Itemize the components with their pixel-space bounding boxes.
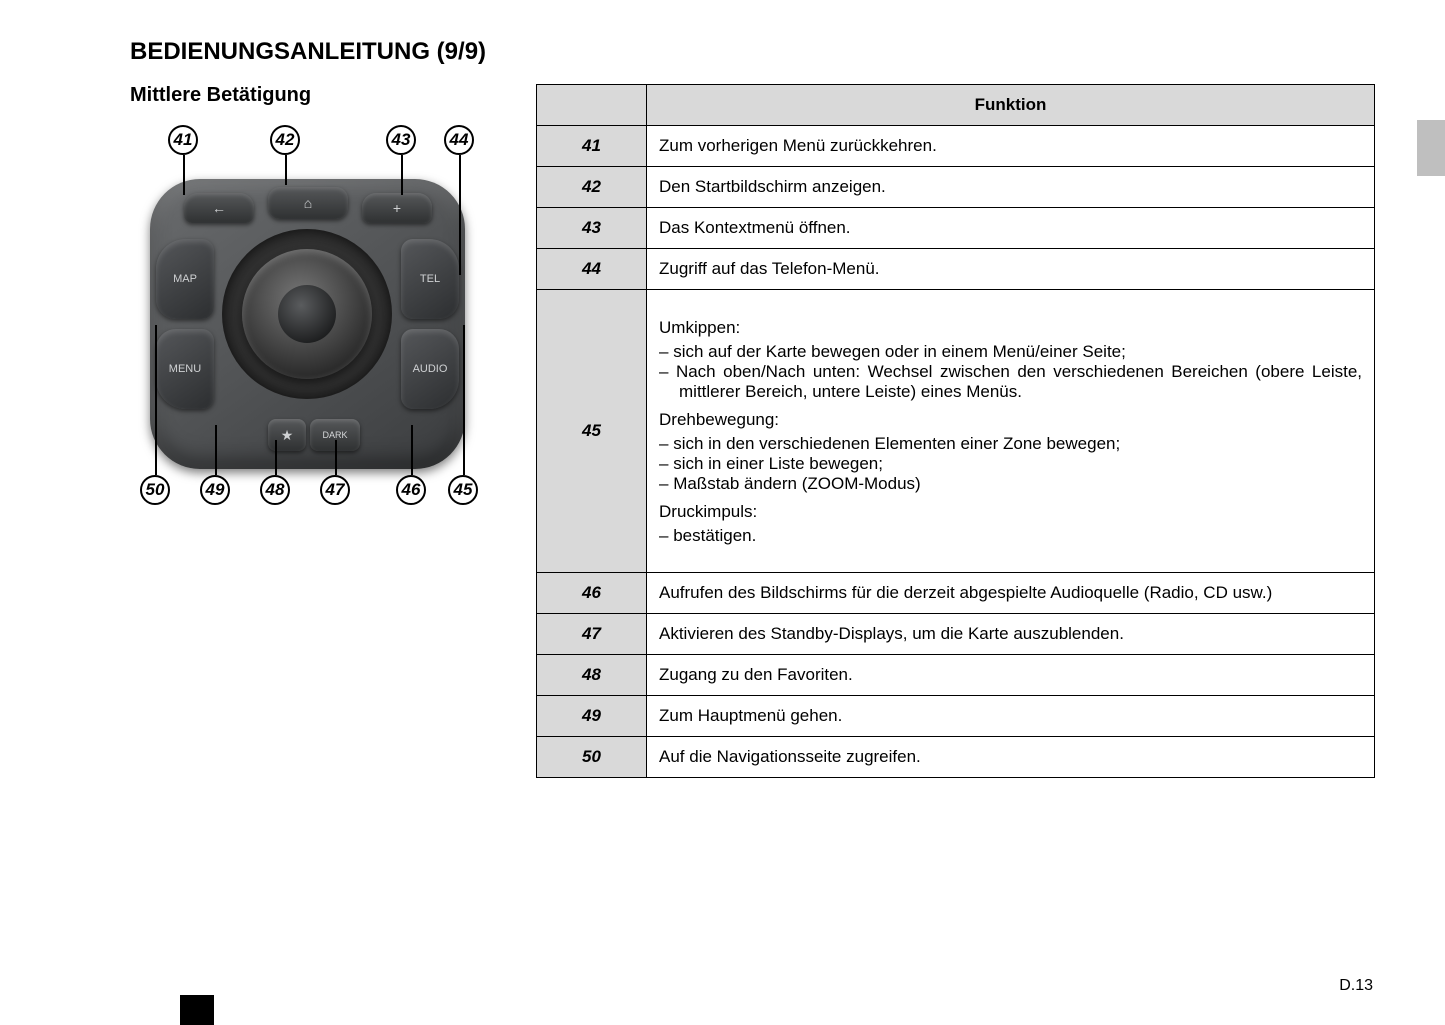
- table-row: 41Zum vorherigen Menü zurückkehren.: [537, 126, 1375, 167]
- callout-50: 50: [140, 475, 170, 505]
- leader: [463, 325, 465, 475]
- row-text: Aktivieren des Standby-Displays, um die …: [647, 614, 1375, 655]
- back-button: ←: [184, 193, 254, 223]
- row-index: 45: [537, 290, 647, 573]
- leader: [275, 440, 277, 475]
- leader: [285, 155, 287, 185]
- row-index: 41: [537, 126, 647, 167]
- callout-49: 49: [200, 475, 230, 505]
- row-text: Zum Hauptmenü gehen.: [647, 696, 1375, 737]
- favorites-button: ★: [268, 419, 306, 451]
- callout-43: 43: [386, 125, 416, 155]
- table-header-function: Funktion: [647, 85, 1375, 126]
- controller-diagram: 41 42 43 44 ← ⌂ + MAP MENU TEL AUDIO: [130, 125, 490, 505]
- row-index: 44: [537, 249, 647, 290]
- controller-body: ← ⌂ + MAP MENU TEL AUDIO ★ DARK: [150, 179, 465, 469]
- row-text: Auf die Navigationsseite zugreifen.: [647, 737, 1375, 778]
- callout-47: 47: [320, 475, 350, 505]
- leader: [401, 155, 403, 195]
- row-index: 49: [537, 696, 647, 737]
- row-text: Aufrufen des Bildschirms für die derzeit…: [647, 573, 1375, 614]
- row-text: Den Startbildschirm anzeigen.: [647, 167, 1375, 208]
- table-row: 46Aufrufen des Bildschirms für die derze…: [537, 573, 1375, 614]
- callout-46: 46: [396, 475, 426, 505]
- table-row: 43Das Kontextmenü öffnen.: [537, 208, 1375, 249]
- subtitle: Mittlere Betätigung: [130, 84, 500, 107]
- table-row: 47Aktivieren des Standby-Displays, um di…: [537, 614, 1375, 655]
- leader: [411, 425, 413, 475]
- table-row: 48Zugang zu den Favoriten.: [537, 655, 1375, 696]
- table-header-blank: [537, 85, 647, 126]
- row-text: Umkippen:sich auf der Karte bewegen oder…: [647, 290, 1375, 573]
- menu-button: MENU: [156, 329, 214, 409]
- row-text: Zugriff auf das Telefon-Menü.: [647, 249, 1375, 290]
- row-index: 42: [537, 167, 647, 208]
- control-dial: [242, 249, 372, 379]
- leader: [183, 155, 185, 195]
- leader: [459, 155, 461, 275]
- row-index: 46: [537, 573, 647, 614]
- callout-44: 44: [444, 125, 474, 155]
- tel-button: TEL: [401, 239, 459, 319]
- map-button: MAP: [156, 239, 214, 319]
- row-index: 50: [537, 737, 647, 778]
- home-button: ⌂: [268, 187, 348, 219]
- audio-button: AUDIO: [401, 329, 459, 409]
- table-row: 49Zum Hauptmenü gehen.: [537, 696, 1375, 737]
- function-table: Funktion 41Zum vorherigen Menü zurückkeh…: [536, 84, 1375, 778]
- context-button: +: [362, 193, 432, 223]
- leader: [335, 440, 337, 475]
- row-index: 43: [537, 208, 647, 249]
- table-row: 45Umkippen:sich auf der Karte bewegen od…: [537, 290, 1375, 573]
- table-row: 50Auf die Navigationsseite zugreifen.: [537, 737, 1375, 778]
- row-index: 48: [537, 655, 647, 696]
- leader: [215, 425, 217, 475]
- row-text: Zugang zu den Favoriten.: [647, 655, 1375, 696]
- callout-41: 41: [168, 125, 198, 155]
- page-number: D.13: [1339, 977, 1373, 995]
- leader: [155, 325, 157, 475]
- section-tab: [1417, 120, 1445, 176]
- callout-48: 48: [260, 475, 290, 505]
- row-text: Zum vorherigen Menü zurückkehren.: [647, 126, 1375, 167]
- table-row: 44Zugriff auf das Telefon-Menü.: [537, 249, 1375, 290]
- row-index: 47: [537, 614, 647, 655]
- callout-42: 42: [270, 125, 300, 155]
- callout-45: 45: [448, 475, 478, 505]
- row-text: Das Kontextmenü öffnen.: [647, 208, 1375, 249]
- table-row: 42Den Startbildschirm anzeigen.: [537, 167, 1375, 208]
- page-title: BEDIENUNGSANLEITUNG (9/9): [130, 38, 1375, 66]
- footer-marker: [180, 995, 214, 1025]
